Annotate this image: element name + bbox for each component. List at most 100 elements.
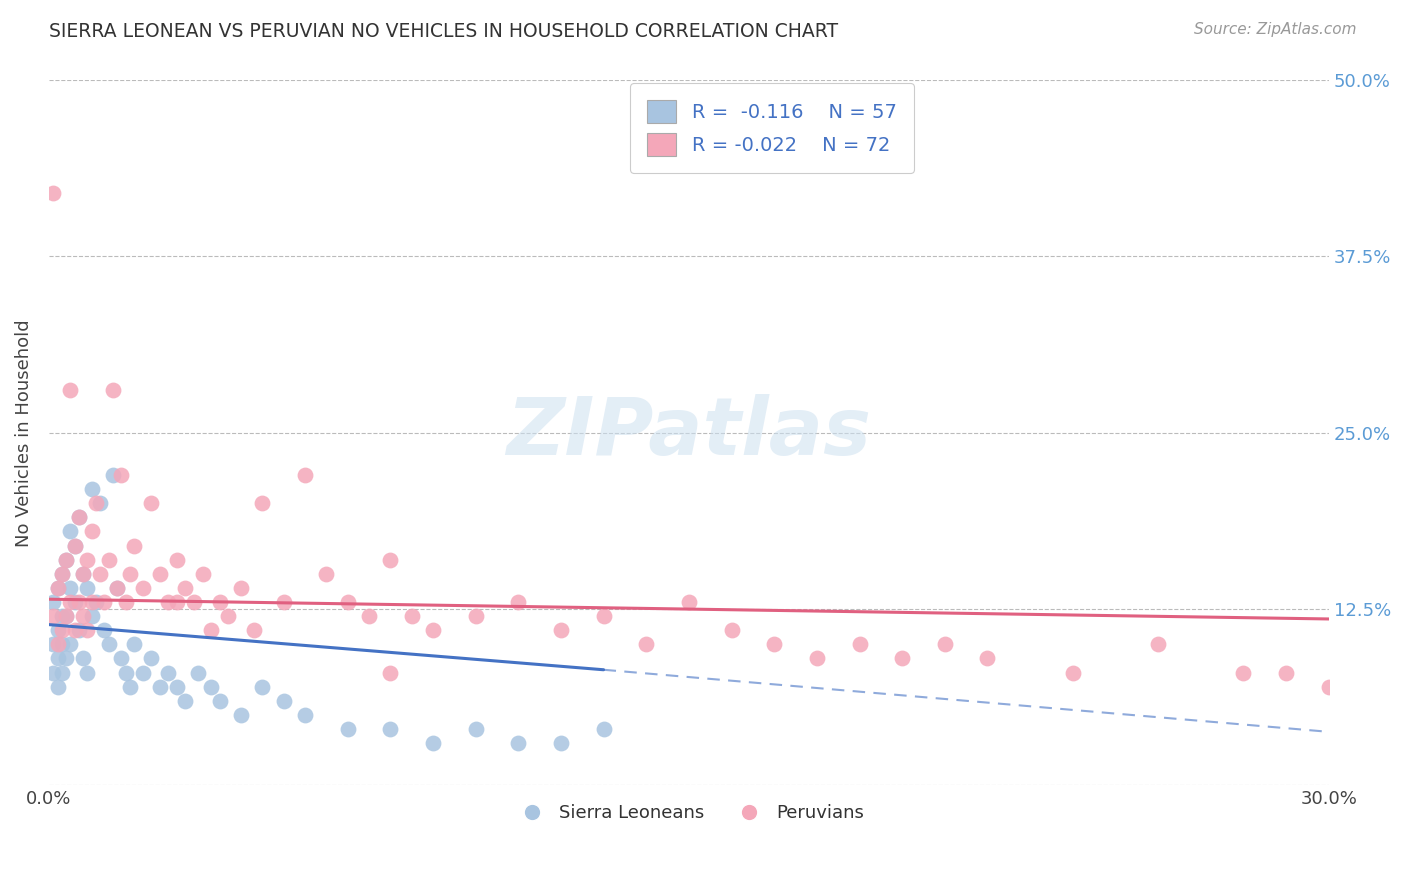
Point: [59, 595, 82, 609]
Point: [51, 624, 73, 638]
Point: [273, 595, 295, 609]
Point: [315, 566, 337, 581]
Point: [114, 595, 136, 609]
Point: [132, 665, 155, 680]
Point: [1062, 665, 1084, 680]
Point: [84, 595, 107, 609]
Point: [252, 496, 274, 510]
Point: [273, 694, 295, 708]
Point: [80, 524, 103, 539]
Point: [72, 651, 94, 665]
Point: [848, 637, 870, 651]
Point: [67, 510, 90, 524]
Point: [464, 609, 486, 624]
Point: [1147, 637, 1170, 651]
Point: [132, 581, 155, 595]
Point: [110, 651, 132, 665]
Point: [183, 595, 205, 609]
Text: Source: ZipAtlas.com: Source: ZipAtlas.com: [1194, 22, 1357, 37]
Point: [46, 680, 69, 694]
Point: [1317, 680, 1340, 694]
Point: [76, 552, 98, 566]
Point: [67, 624, 90, 638]
Point: [401, 609, 423, 624]
Point: [1275, 665, 1298, 680]
Point: [76, 624, 98, 638]
Point: [118, 566, 141, 581]
Point: [55, 552, 77, 566]
Point: [592, 722, 614, 736]
Point: [105, 581, 128, 595]
Point: [89, 496, 111, 510]
Point: [208, 694, 231, 708]
Point: [166, 680, 188, 694]
Point: [380, 665, 402, 680]
Point: [891, 651, 914, 665]
Point: [636, 637, 658, 651]
Point: [380, 552, 402, 566]
Point: [63, 624, 86, 638]
Point: [51, 665, 73, 680]
Point: [217, 609, 239, 624]
Point: [46, 651, 69, 665]
Point: [63, 539, 86, 553]
Point: [42, 609, 65, 624]
Point: [72, 566, 94, 581]
Point: [101, 468, 124, 483]
Point: [59, 524, 82, 539]
Point: [422, 736, 444, 750]
Text: ZIPatlas: ZIPatlas: [506, 393, 872, 472]
Point: [72, 609, 94, 624]
Point: [229, 707, 252, 722]
Point: [508, 736, 530, 750]
Point: [59, 637, 82, 651]
Point: [678, 595, 700, 609]
Point: [294, 707, 316, 722]
Point: [59, 581, 82, 595]
Point: [51, 637, 73, 651]
Point: [55, 552, 77, 566]
Point: [141, 496, 163, 510]
Point: [55, 609, 77, 624]
Point: [464, 722, 486, 736]
Point: [934, 637, 956, 651]
Point: [114, 665, 136, 680]
Point: [157, 665, 180, 680]
Point: [97, 637, 120, 651]
Point: [110, 468, 132, 483]
Point: [550, 736, 572, 750]
Point: [124, 539, 146, 553]
Point: [187, 665, 209, 680]
Point: [166, 595, 188, 609]
Point: [157, 595, 180, 609]
Point: [976, 651, 998, 665]
Point: [42, 186, 65, 200]
Point: [124, 637, 146, 651]
Point: [380, 722, 402, 736]
Point: [1232, 665, 1254, 680]
Point: [101, 384, 124, 398]
Point: [55, 651, 77, 665]
Point: [80, 609, 103, 624]
Point: [191, 566, 214, 581]
Point: [97, 552, 120, 566]
Point: [72, 566, 94, 581]
Point: [242, 624, 264, 638]
Point: [149, 680, 172, 694]
Point: [67, 510, 90, 524]
Point: [200, 680, 222, 694]
Point: [174, 581, 197, 595]
Point: [294, 468, 316, 483]
Point: [806, 651, 828, 665]
Point: [42, 665, 65, 680]
Point: [118, 680, 141, 694]
Point: [200, 624, 222, 638]
Point: [508, 595, 530, 609]
Point: [46, 581, 69, 595]
Point: [229, 581, 252, 595]
Point: [51, 609, 73, 624]
Point: [592, 609, 614, 624]
Point: [166, 552, 188, 566]
Point: [357, 609, 380, 624]
Point: [149, 566, 172, 581]
